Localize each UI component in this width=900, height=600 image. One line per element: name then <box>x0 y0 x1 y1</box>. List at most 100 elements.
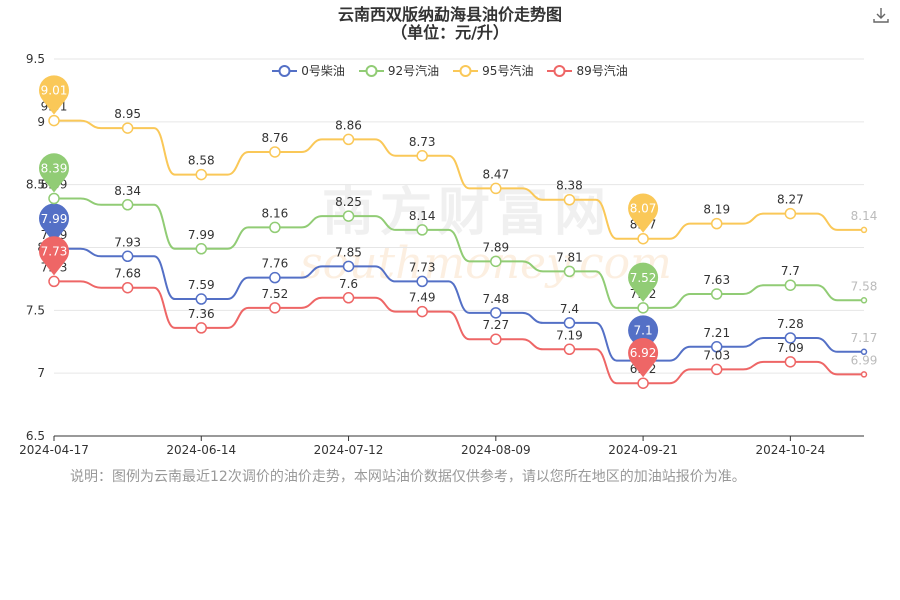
marker-label: 7.99 <box>41 212 68 226</box>
data-label: 7.09 <box>777 341 804 355</box>
x-tick-label: 2024-08-09 <box>461 443 531 457</box>
legend-item[interactable]: 89号汽油 <box>547 62 628 79</box>
data-point <box>195 322 208 334</box>
series-group: 8.39 8.34 7.99 8.16 8.25 8.14 7.89 7.81 7.52 7.63… <box>39 153 878 314</box>
data-point <box>342 292 355 304</box>
data-point <box>416 275 428 288</box>
series-line <box>54 197 864 309</box>
data-point <box>860 297 868 304</box>
data-point <box>342 260 355 273</box>
data-label: 7.27 <box>482 318 509 332</box>
series-group: 9.01 8.95 8.58 8.76 8.86 8.73 8.47 8.38 8.07 8.19… <box>39 75 877 245</box>
marker-label: 7.52 <box>630 271 657 285</box>
data-point <box>784 332 797 344</box>
marker-pin <box>628 262 659 302</box>
legend-marker <box>278 64 291 77</box>
data-point <box>416 150 428 162</box>
data-label: 8.14 <box>409 209 436 223</box>
data-point <box>490 182 502 195</box>
legend-line-icon <box>272 64 298 77</box>
data-point <box>860 371 868 378</box>
series-group: 7.73 7.68 7.36 7.52 7.6 7.49 7.27 7.19 6.92 7.03 7… <box>39 236 877 389</box>
legend-marker <box>553 64 566 77</box>
data-point <box>48 114 60 127</box>
data-label: 7.49 <box>409 291 436 305</box>
data-label: 8.27 <box>777 193 804 207</box>
marker-label: 7.73 <box>41 244 68 258</box>
marker-pin <box>628 338 659 378</box>
data-point <box>637 232 649 245</box>
data-label: 7.7 <box>781 264 800 278</box>
legend-item[interactable]: 95号汽油 <box>453 62 533 79</box>
data-point <box>121 122 134 134</box>
data-point <box>269 221 281 234</box>
legend-marker <box>459 64 472 77</box>
data-point <box>860 348 868 356</box>
data-point <box>784 207 797 220</box>
data-label: 7.76 <box>262 257 289 271</box>
data-point <box>490 307 502 319</box>
data-label: 7.36 <box>188 307 215 321</box>
data-label: 8.34 <box>114 184 141 198</box>
data-label: 8.25 <box>335 195 362 209</box>
legend-label: 89号汽油 <box>576 64 628 78</box>
data-label: 8.95 <box>114 107 141 121</box>
x-tick-label: 2024-07-12 <box>314 443 384 457</box>
legend-line-icon <box>358 64 384 77</box>
chart-subtitle: （单位：元/升） <box>391 23 509 42</box>
data-label: 7.19 <box>556 328 583 342</box>
data-point <box>269 146 281 158</box>
data-point <box>490 333 502 345</box>
data-label: 7.52 <box>262 287 289 301</box>
legend-marker <box>365 64 378 77</box>
series-line <box>54 119 864 240</box>
download-icon[interactable] <box>872 6 890 24</box>
y-tick-label: 7.5 <box>26 303 45 317</box>
series-line <box>54 247 864 362</box>
marker-pin <box>39 236 69 276</box>
data-point <box>342 133 355 146</box>
data-point <box>195 293 208 305</box>
legend-label: 0号柴油 <box>301 64 345 78</box>
data-point <box>710 288 723 300</box>
data-label: 7.58 <box>851 279 878 293</box>
data-point <box>121 281 134 294</box>
series-line <box>54 280 864 385</box>
x-tick-label: 2024-04-17 <box>19 443 89 457</box>
data-point <box>416 305 428 318</box>
data-point <box>490 255 502 268</box>
data-label: 7.17 <box>851 331 878 345</box>
data-point <box>269 302 281 314</box>
data-label: 7.03 <box>703 348 730 362</box>
data-point <box>195 243 208 255</box>
legend-item[interactable]: 0号柴油 <box>272 62 345 79</box>
marker-pin <box>628 193 659 233</box>
data-point <box>710 341 723 353</box>
x-tick-label: 2024-09-21 <box>608 443 678 457</box>
data-label: 7.89 <box>482 240 509 254</box>
data-label: 8.47 <box>482 167 509 181</box>
data-point <box>563 343 576 356</box>
data-point <box>48 192 60 205</box>
data-label: 8.76 <box>262 131 289 145</box>
data-point <box>195 168 208 181</box>
data-label: 7.6 <box>339 277 358 291</box>
data-label: 8.73 <box>409 135 436 149</box>
data-point <box>342 210 355 222</box>
data-label: 7.4 <box>560 302 579 316</box>
data-label: 8.86 <box>335 118 362 132</box>
data-label: 7.21 <box>703 326 730 340</box>
x-tick-label: 2024-06-14 <box>166 443 236 457</box>
y-tick-label: 9.5 <box>26 52 45 66</box>
data-point <box>269 271 281 284</box>
data-point <box>710 217 723 230</box>
data-point <box>637 302 649 314</box>
data-label: 7.28 <box>777 317 804 331</box>
marker-pin <box>39 75 69 115</box>
data-label: 7.48 <box>482 292 509 306</box>
legend-item[interactable]: 92号汽油 <box>358 62 439 79</box>
data-label: 7.63 <box>703 273 730 287</box>
data-label: 8.16 <box>262 206 289 220</box>
x-tick-label: 2024-10-24 <box>755 443 825 457</box>
